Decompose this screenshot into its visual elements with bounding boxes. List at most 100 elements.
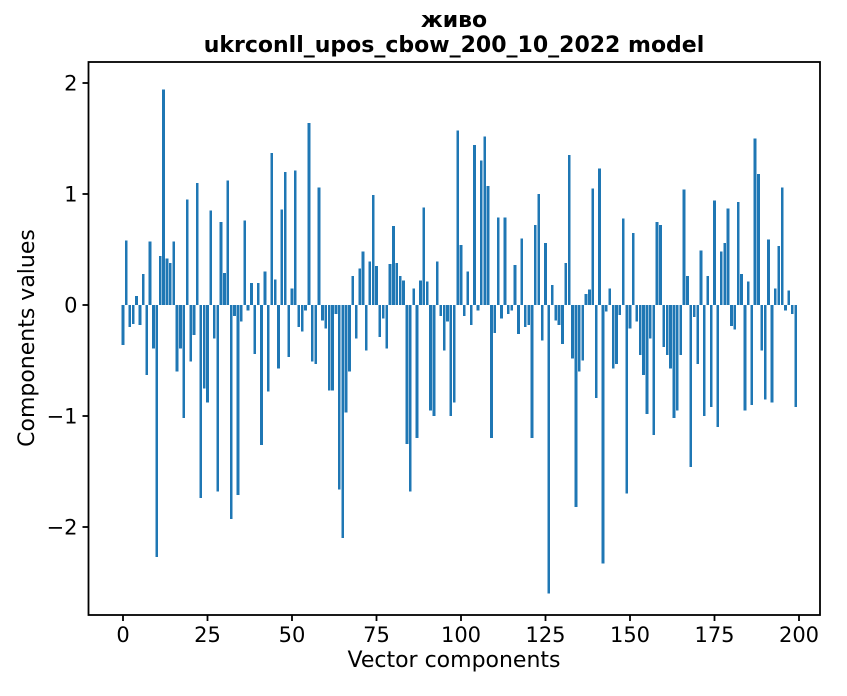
bar bbox=[621, 218, 625, 305]
bar bbox=[395, 262, 399, 305]
bar bbox=[223, 272, 226, 305]
bar bbox=[277, 305, 280, 369]
bar bbox=[243, 220, 247, 305]
bar bbox=[273, 279, 277, 305]
bar bbox=[185, 199, 189, 305]
x-tick-label: 75 bbox=[363, 623, 390, 647]
bar bbox=[351, 276, 355, 305]
bar bbox=[141, 273, 145, 305]
bar bbox=[534, 225, 537, 305]
bar bbox=[733, 305, 737, 330]
bar bbox=[219, 221, 223, 305]
bar bbox=[216, 305, 219, 492]
bar bbox=[266, 305, 270, 392]
bar bbox=[327, 305, 331, 391]
bar bbox=[226, 180, 230, 305]
bar bbox=[500, 305, 503, 319]
bar bbox=[179, 305, 182, 349]
bar bbox=[425, 281, 429, 305]
bar bbox=[168, 262, 172, 305]
bar bbox=[162, 89, 165, 305]
bar bbox=[375, 266, 378, 305]
bar bbox=[527, 305, 530, 325]
bar bbox=[564, 262, 568, 305]
bar bbox=[253, 305, 257, 354]
x-tick-label: 200 bbox=[779, 623, 819, 647]
bar bbox=[442, 305, 446, 351]
bar bbox=[669, 305, 672, 369]
bar bbox=[456, 130, 459, 305]
bar bbox=[513, 265, 517, 305]
x-axis-label: Vector components bbox=[347, 648, 561, 673]
bar bbox=[746, 281, 750, 305]
bar bbox=[435, 261, 439, 305]
bar bbox=[577, 305, 581, 372]
bar bbox=[283, 171, 287, 305]
bar bbox=[466, 271, 470, 305]
bar bbox=[679, 305, 683, 355]
bar bbox=[625, 305, 628, 494]
bar bbox=[544, 242, 547, 305]
bar bbox=[706, 276, 710, 305]
bar bbox=[212, 305, 216, 339]
bar bbox=[648, 305, 652, 339]
bar bbox=[689, 305, 693, 468]
bar bbox=[341, 305, 345, 539]
bar bbox=[459, 245, 463, 305]
bar bbox=[767, 239, 770, 305]
bar bbox=[125, 240, 128, 305]
bar bbox=[770, 305, 774, 403]
bar bbox=[703, 305, 706, 416]
bar bbox=[304, 305, 307, 311]
bar bbox=[716, 305, 720, 428]
bar bbox=[206, 305, 209, 403]
bar bbox=[760, 305, 764, 351]
bar bbox=[594, 305, 598, 399]
bar bbox=[145, 305, 149, 375]
bar bbox=[517, 305, 520, 334]
bar bbox=[388, 263, 392, 305]
bar bbox=[310, 305, 314, 362]
bar bbox=[290, 288, 294, 305]
bar bbox=[780, 187, 784, 305]
bar bbox=[730, 305, 733, 327]
bar bbox=[152, 305, 155, 349]
bar bbox=[371, 195, 375, 305]
bar bbox=[638, 305, 642, 355]
bar bbox=[652, 305, 656, 435]
y-tick-label: −2 bbox=[47, 516, 78, 540]
bar bbox=[192, 305, 196, 335]
bar bbox=[540, 305, 544, 341]
bar bbox=[490, 305, 493, 439]
bar bbox=[506, 305, 510, 314]
bar bbox=[672, 305, 676, 419]
bar bbox=[165, 258, 169, 305]
bar bbox=[635, 305, 639, 322]
bar bbox=[348, 305, 351, 372]
bar bbox=[334, 305, 338, 314]
bar bbox=[402, 280, 405, 305]
bar bbox=[473, 145, 476, 305]
bar bbox=[726, 208, 730, 305]
bar bbox=[361, 251, 365, 305]
bar bbox=[233, 305, 236, 317]
bar bbox=[452, 305, 456, 403]
bar bbox=[412, 288, 416, 305]
bar bbox=[604, 305, 608, 312]
bar bbox=[530, 305, 534, 439]
bar bbox=[520, 238, 524, 305]
bar bbox=[743, 305, 747, 411]
bar bbox=[280, 209, 284, 305]
bar bbox=[256, 282, 260, 305]
bar bbox=[479, 160, 483, 305]
bar bbox=[794, 305, 797, 408]
bar bbox=[787, 290, 791, 305]
bar bbox=[422, 207, 426, 305]
bar bbox=[483, 136, 487, 305]
x-tick-label: 0 bbox=[116, 623, 129, 647]
bar bbox=[655, 221, 659, 305]
bar bbox=[121, 305, 125, 345]
bar bbox=[270, 152, 274, 305]
bar bbox=[432, 305, 436, 416]
